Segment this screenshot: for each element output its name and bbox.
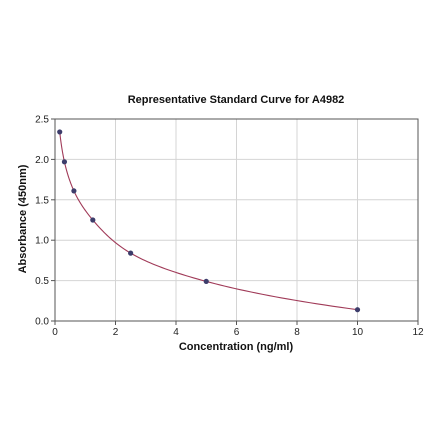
y-tick-label: 1.0 [35, 236, 49, 247]
grid-lines [55, 119, 418, 321]
x-tick-label: 0 [52, 327, 58, 338]
x-tick-label: 4 [173, 327, 179, 338]
y-tick-label: 0.5 [35, 276, 49, 287]
x-tick-label: 12 [412, 327, 424, 338]
x-axis-label: Concentration (ng/ml) [179, 341, 294, 353]
x-tick-label: 6 [234, 327, 240, 338]
y-tick-label: 0.0 [35, 317, 49, 328]
data-point [71, 188, 77, 194]
x-tick-label: 8 [294, 327, 300, 338]
x-tick-label: 2 [113, 327, 119, 338]
data-point [90, 217, 96, 223]
chart-title: Representative Standard Curve for A4982 [128, 94, 345, 106]
axis-ticks: 0 2 4 6 8 10 12 0.0 0.5 1.0 1.5 2.0 2.5 [35, 115, 424, 339]
data-points-layer [57, 129, 361, 313]
data-point [57, 129, 63, 135]
y-tick-label: 2.0 [35, 155, 49, 166]
y-tick-label: 2.5 [35, 115, 49, 126]
data-point [354, 307, 361, 313]
data-point [61, 159, 68, 165]
x-tick-label: 10 [352, 327, 364, 338]
data-point [128, 250, 134, 256]
data-point [203, 278, 209, 285]
y-tick-label: 1.5 [35, 195, 49, 206]
y-axis-label: Absorbance (450nm) [17, 164, 29, 273]
